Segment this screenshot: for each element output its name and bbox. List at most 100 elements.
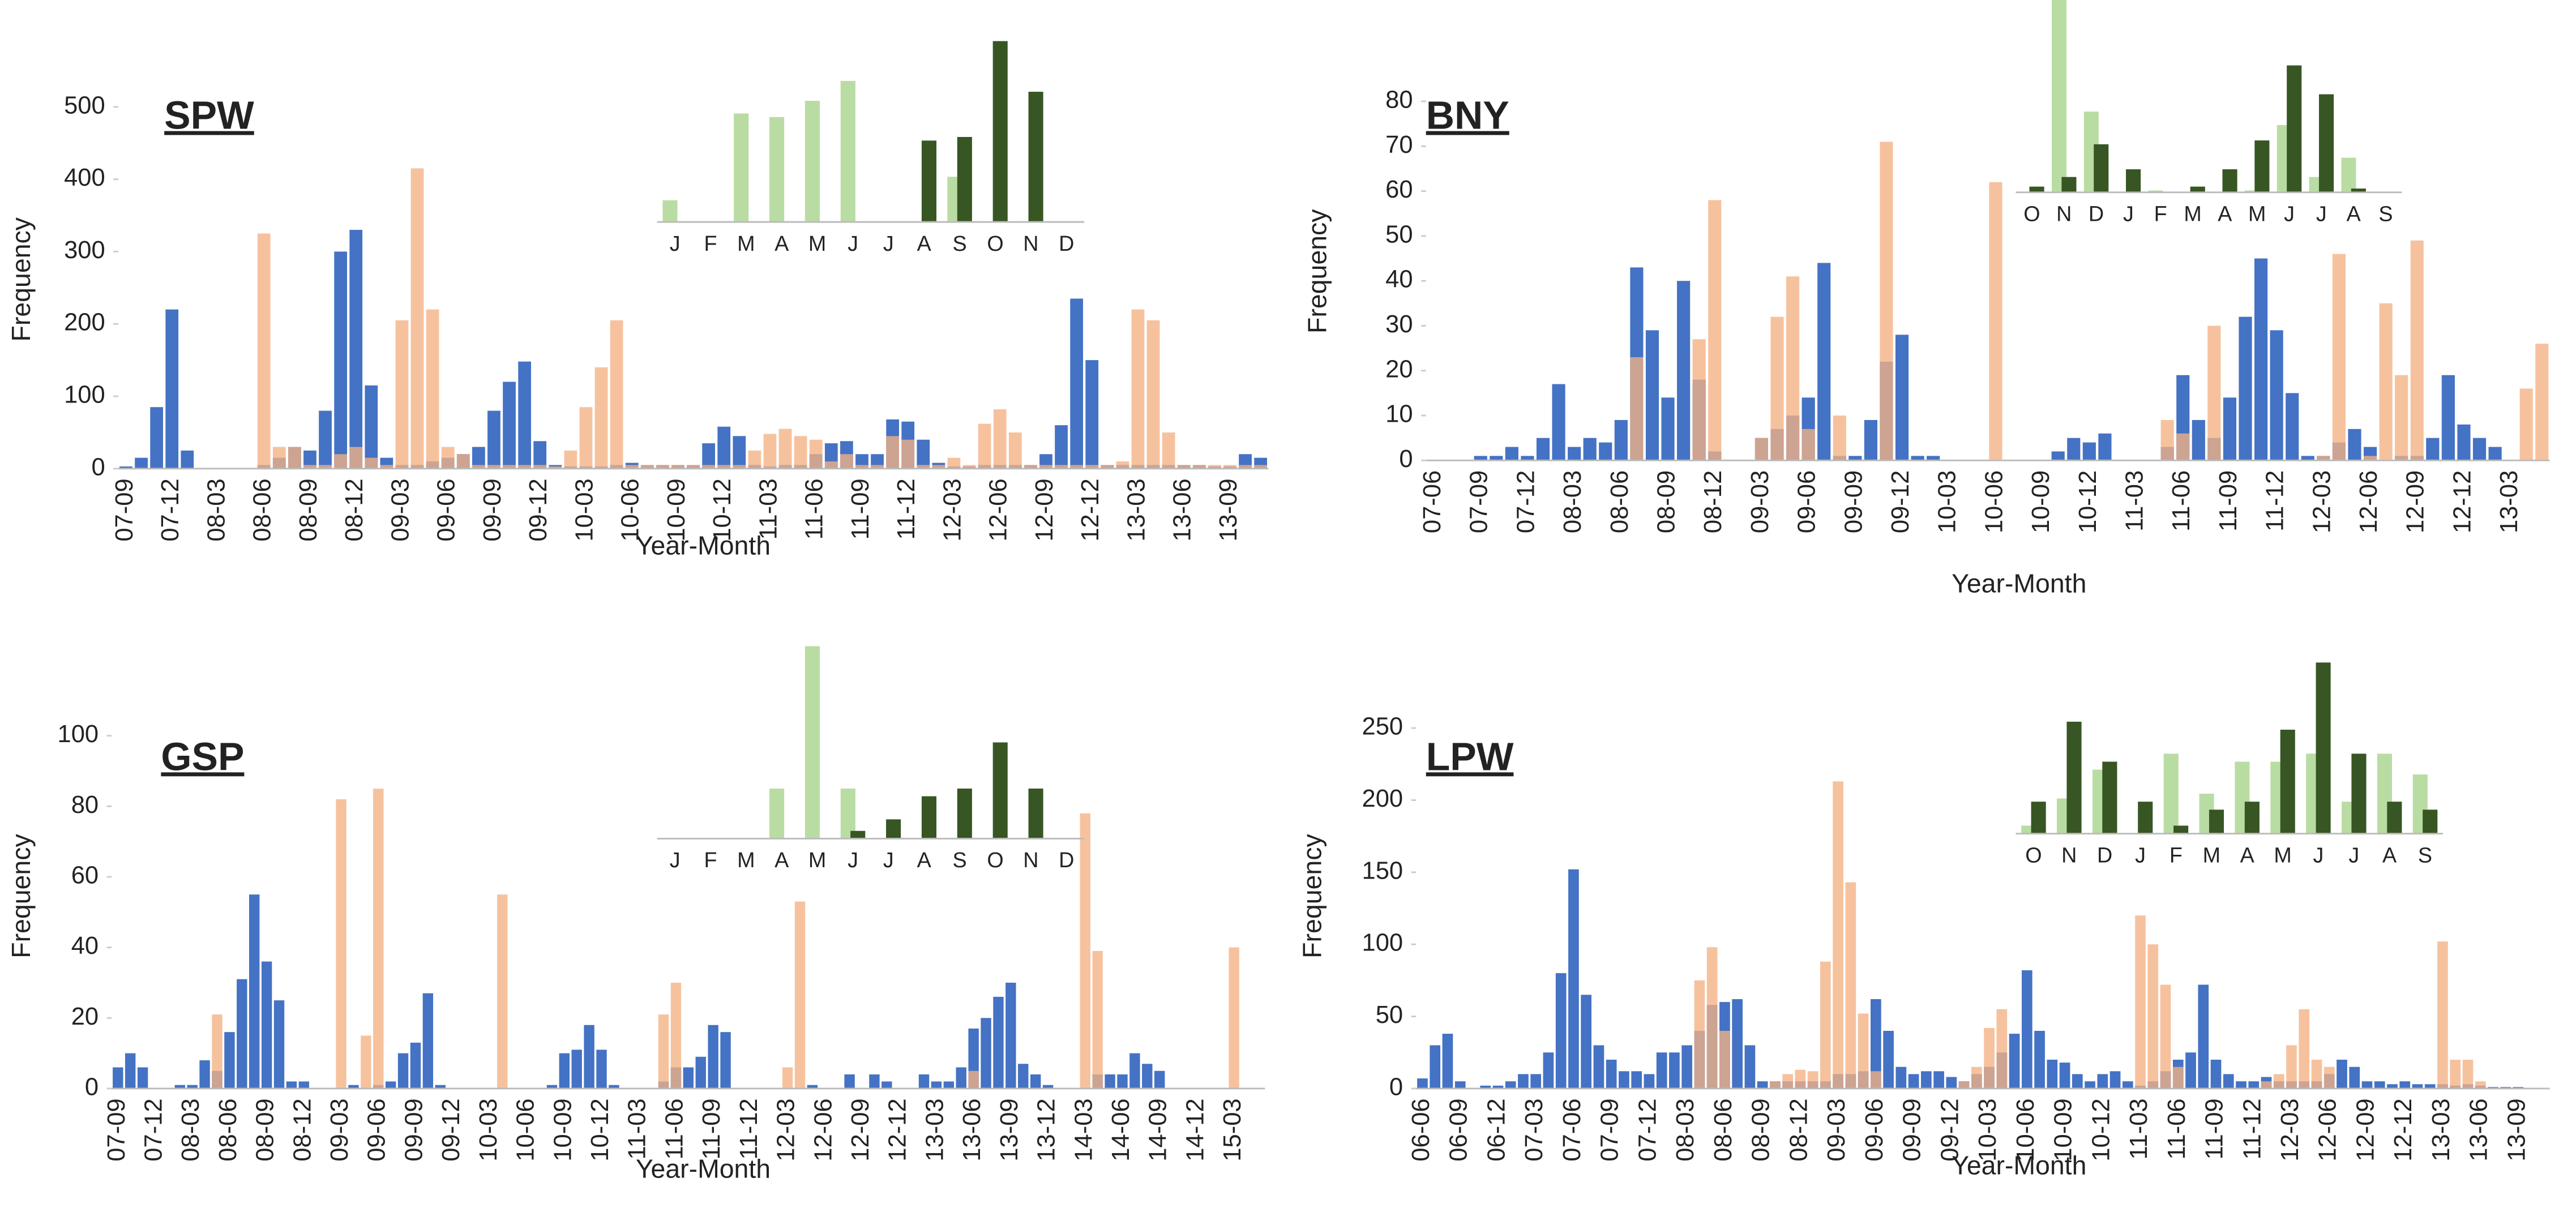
bar xyxy=(365,385,378,469)
inset-bar xyxy=(2126,169,2141,192)
bar xyxy=(549,466,562,469)
bar xyxy=(932,465,945,469)
bar xyxy=(298,1081,310,1089)
x-tick-label: 11-06 xyxy=(661,1098,688,1159)
inset-bar xyxy=(2387,802,2402,834)
x-tick-label: 10-06 xyxy=(2012,1098,2039,1161)
bar xyxy=(917,439,930,469)
inset-tick-label: J xyxy=(670,848,681,872)
x-tick-label: 09-12 xyxy=(1887,470,1914,533)
panel-title: BNY xyxy=(1426,93,1509,138)
bar xyxy=(882,1081,892,1089)
bar xyxy=(1692,339,1706,461)
bar xyxy=(150,407,164,469)
bar xyxy=(1116,461,1129,469)
bar xyxy=(1505,1081,1516,1089)
inset-tick-label: J xyxy=(883,232,894,255)
inset-bar xyxy=(2254,140,2270,192)
inset-bar xyxy=(992,41,1008,222)
bar xyxy=(1008,432,1022,469)
bar xyxy=(1552,384,1565,461)
bar xyxy=(2450,1059,2461,1089)
bar xyxy=(1971,1066,1982,1089)
bar xyxy=(1694,980,1705,1089)
bar xyxy=(2047,1059,2058,1089)
bar xyxy=(1101,465,1114,469)
inset-bar xyxy=(2148,190,2163,192)
bar xyxy=(840,454,853,469)
x-tick-label: 14-09 xyxy=(1145,1098,1172,1161)
x-tick-label: 11-03 xyxy=(624,1098,651,1159)
bar xyxy=(1786,276,1800,461)
x-tick-label: 08-06 xyxy=(249,478,276,541)
bar xyxy=(2067,438,2081,461)
inset-tick-label: N xyxy=(2061,843,2077,867)
x-tick-label: 11-03 xyxy=(755,478,782,539)
inset-bar xyxy=(2190,186,2205,192)
bar xyxy=(1656,1052,1667,1089)
bar xyxy=(625,465,639,469)
inset-bar xyxy=(2102,761,2117,834)
inset-bar xyxy=(850,830,866,839)
bar xyxy=(1018,1064,1029,1089)
x-tick-label: 11-09 xyxy=(698,1098,725,1159)
x-axis-title: Year-Month xyxy=(636,531,771,560)
bar xyxy=(1085,360,1099,469)
x-tick-label: 11-06 xyxy=(801,478,828,539)
bar xyxy=(809,439,823,469)
bar xyxy=(1568,447,1581,461)
x-tick-label: 10-06 xyxy=(1980,470,2008,533)
bar xyxy=(1543,1052,1554,1089)
bar xyxy=(249,894,260,1089)
bar xyxy=(2462,1059,2474,1089)
bar xyxy=(261,961,272,1089)
y-tick-label: 20 xyxy=(71,1003,99,1030)
bar xyxy=(181,450,194,469)
x-tick-label: 12-09 xyxy=(2352,1098,2380,1161)
bar xyxy=(1162,432,1175,469)
bar xyxy=(1706,947,1718,1089)
bar xyxy=(2387,1084,2398,1089)
inset-tick-label: J xyxy=(883,848,894,872)
y-tick-label: 200 xyxy=(64,309,105,336)
bar xyxy=(487,465,500,469)
inset-tick-label: D xyxy=(1059,232,1074,255)
y-axis-title: Frequency xyxy=(1302,209,1332,333)
x-tick-label: 07-12 xyxy=(157,478,184,541)
bar xyxy=(348,1085,359,1089)
inset-bar xyxy=(2061,177,2077,192)
bar xyxy=(1055,425,1068,469)
bar xyxy=(2236,1081,2246,1089)
x-tick-label: 13-03 xyxy=(2496,470,2523,533)
bar xyxy=(1581,995,1592,1089)
bar xyxy=(422,993,434,1089)
inset-bar xyxy=(2244,802,2260,834)
bar xyxy=(2299,1009,2310,1089)
x-tick-label: 08-06 xyxy=(215,1098,242,1161)
bar xyxy=(824,461,838,469)
bar xyxy=(2097,1074,2108,1089)
x-tick-label: 12-03 xyxy=(773,1098,800,1161)
bar xyxy=(334,251,348,469)
bar xyxy=(943,1081,955,1089)
bar xyxy=(782,1067,793,1089)
bar xyxy=(610,320,623,469)
inset-tick-label: N xyxy=(2056,202,2072,225)
inset-tick-label: A xyxy=(774,232,789,255)
bar xyxy=(2363,456,2377,461)
bar xyxy=(559,1053,570,1089)
bar xyxy=(2286,393,2299,461)
bar xyxy=(472,465,485,469)
bar xyxy=(1631,1071,1642,1089)
inset-tick-label: A xyxy=(774,848,789,872)
y-tick-label: 100 xyxy=(64,382,105,409)
bar xyxy=(1895,335,1909,461)
x-tick-label: 12-06 xyxy=(2355,470,2382,533)
bar xyxy=(385,1081,396,1089)
bar xyxy=(968,1070,979,1089)
x-tick-label: 09-03 xyxy=(326,1098,353,1161)
bar xyxy=(1984,1027,1995,1089)
bar xyxy=(2426,438,2440,461)
bar xyxy=(487,410,500,469)
y-tick-label: 300 xyxy=(64,237,105,264)
